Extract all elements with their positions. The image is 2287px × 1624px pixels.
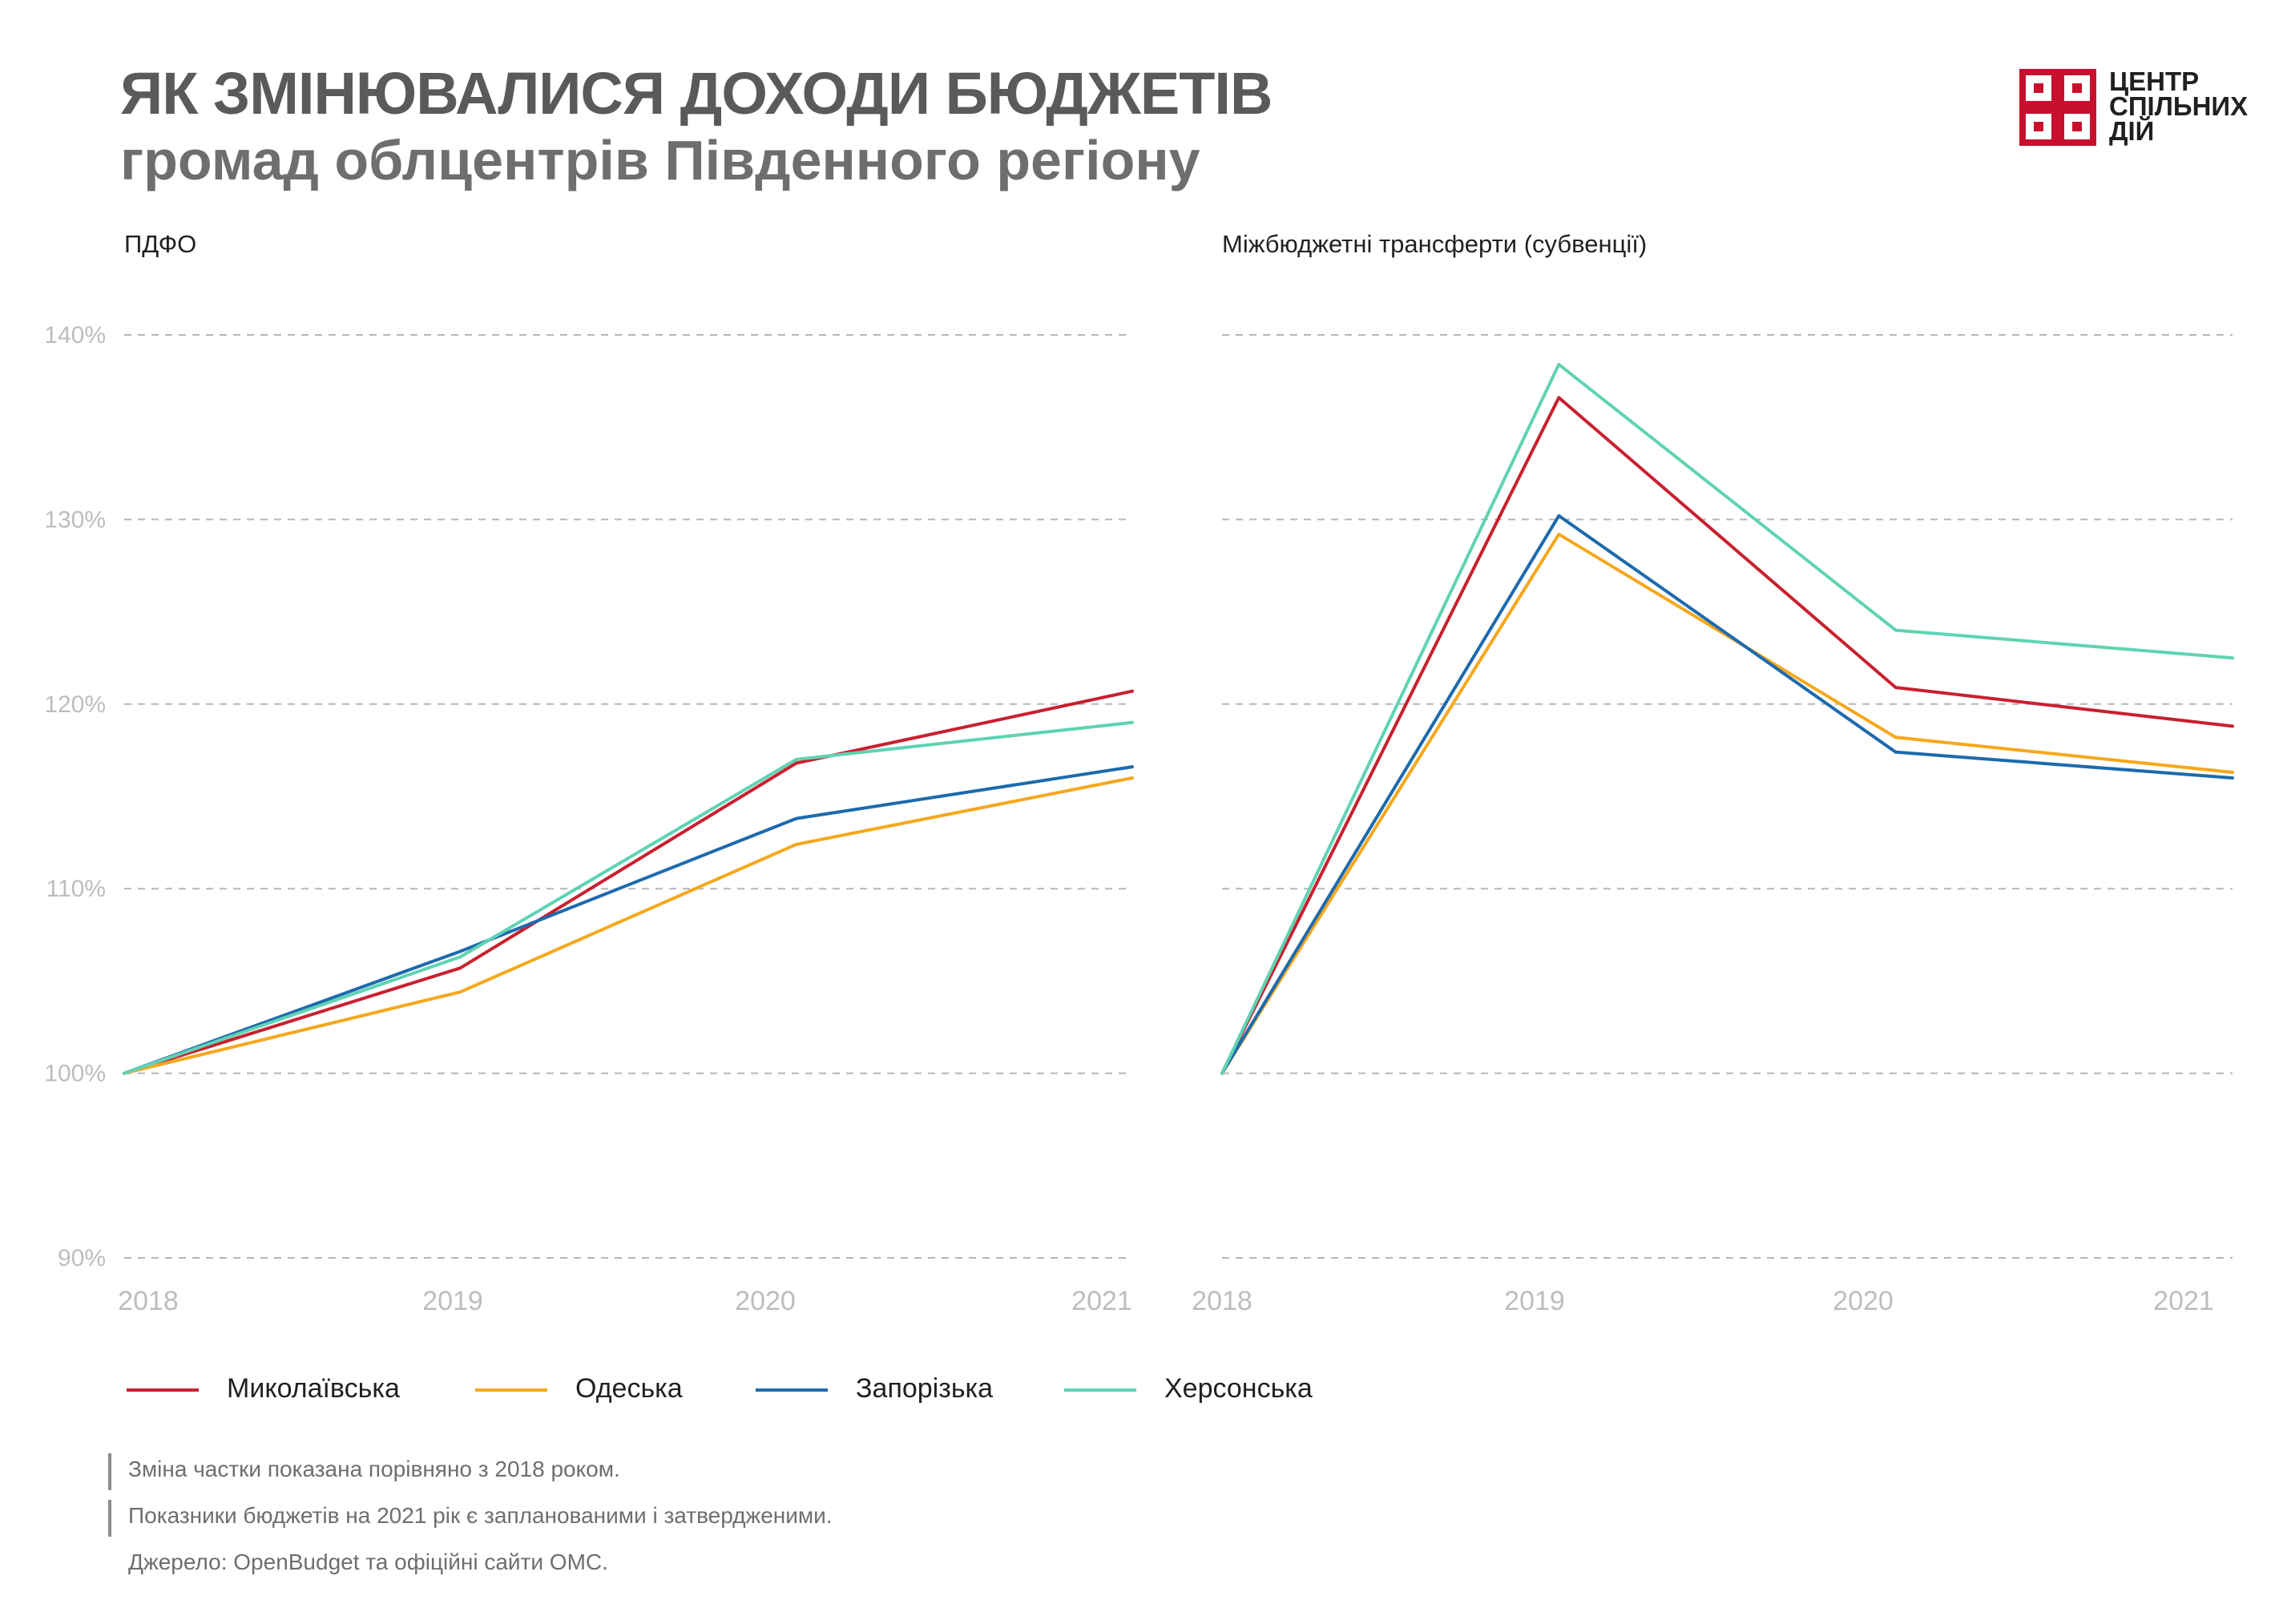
footnote: Зміна частки показана порівняно з 2018 р… xyxy=(108,1453,1230,1500)
x-tick-label: 2019 xyxy=(1504,1286,1565,1316)
footnote-source: Джерело: OpenBudget та офіційні сайти ОМ… xyxy=(108,1546,1230,1593)
logo-mark-square xyxy=(2019,69,2058,107)
logo-mark-square xyxy=(2058,107,2096,146)
x-tick-label: 2021 xyxy=(2153,1286,2214,1316)
logo-text: ЦЕНТР СПІЛЬНИХ ДІЙ xyxy=(2109,66,2269,146)
footnote-text: Показники бюджетів на 2021 рік є заплано… xyxy=(128,1503,833,1528)
logo: ЦЕНТР СПІЛЬНИХ ДІЙ xyxy=(2019,68,2260,149)
x-tick-label: 2019 xyxy=(422,1286,483,1316)
legend-label: Запорізька xyxy=(856,1373,994,1404)
footnote-text: Зміна частки показана порівняно з 2018 р… xyxy=(128,1457,620,1481)
y-tick-label: 90% xyxy=(58,1245,106,1271)
legend-label: Миколаївська xyxy=(227,1373,400,1404)
y-tick-label: 130% xyxy=(44,506,106,533)
legend-label: Херсонська xyxy=(1164,1373,1313,1404)
y-tick-label: 140% xyxy=(44,322,106,349)
logo-mark-dot xyxy=(2034,122,2043,131)
x-tick-label: 2018 xyxy=(1192,1286,1252,1316)
logo-mark-icon xyxy=(2019,69,2096,146)
y-tick-label: 120% xyxy=(44,691,106,718)
footnote-bar xyxy=(108,1500,111,1537)
x-tick-label: 2018 xyxy=(118,1286,179,1316)
x-tick-label: 2021 xyxy=(1071,1286,1132,1316)
series-line xyxy=(1220,514,2234,1075)
series-line xyxy=(123,776,1134,1075)
logo-line-1: ЦЕНТР xyxy=(2109,66,2200,96)
series-line xyxy=(1220,532,2234,1075)
panel-title: ПДФО xyxy=(124,230,196,258)
x-tick-label: 2020 xyxy=(1833,1286,1894,1316)
logo-mark-dot xyxy=(2072,122,2082,131)
series-line xyxy=(123,720,1134,1075)
logo-mark-square xyxy=(2019,107,2058,146)
legend-swatch xyxy=(127,1388,199,1392)
series-line xyxy=(123,689,1134,1075)
footnote: Показники бюджетів на 2021 рік є заплано… xyxy=(108,1500,1230,1546)
y-tick-label: 100% xyxy=(44,1061,106,1087)
x-tick-label: 2020 xyxy=(735,1286,796,1316)
y-tick-label: 110% xyxy=(46,876,106,902)
charts-area: ПДФО 90% 100% 110% 120% 130% 140% 2018 2019 2020 2… xyxy=(44,230,2234,1316)
page-subtitle: громад облцентрів Південного регіону xyxy=(120,129,1200,191)
logo-mark-square xyxy=(2058,69,2096,107)
legend: Миколаївська Одеська Запорізька Херсонсь… xyxy=(127,1370,1489,1410)
logo-line-3: ДІЙ xyxy=(2109,116,2155,146)
logo-line-2: СПІЛЬНИХ xyxy=(2109,91,2249,121)
logo-mark-dot xyxy=(2034,83,2043,93)
series-line xyxy=(1220,396,2234,1075)
legend-swatch xyxy=(475,1388,547,1392)
logo-mark-dot xyxy=(2072,83,2082,93)
series-line xyxy=(1220,362,2234,1075)
page-title: ЯК ЗМІНЮВАЛИСЯ ДОХОДИ БЮДЖЕТІВ xyxy=(120,60,1273,127)
footnotes: Зміна частки показана порівняно з 2018 р… xyxy=(108,1453,1230,1593)
legend-swatch xyxy=(756,1388,828,1392)
footnote-text: Джерело: OpenBudget та офіційні сайти ОМ… xyxy=(128,1549,608,1574)
footnote-bar xyxy=(108,1453,111,1490)
series-line xyxy=(123,765,1134,1075)
panel-title: Міжбюджетні трансферти (субвенції) xyxy=(1222,230,1647,258)
legend-swatch xyxy=(1064,1388,1136,1392)
legend-label: Одеська xyxy=(575,1373,683,1404)
